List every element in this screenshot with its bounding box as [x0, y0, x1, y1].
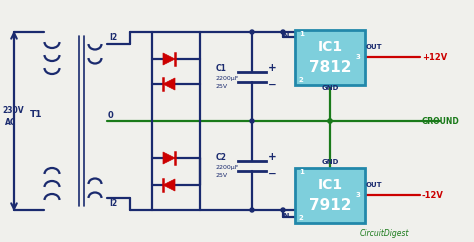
- Text: I2: I2: [109, 33, 117, 42]
- Text: −: −: [268, 169, 277, 179]
- Text: +: +: [268, 152, 277, 162]
- Text: +: +: [268, 63, 277, 73]
- Text: 25V: 25V: [216, 173, 228, 178]
- Polygon shape: [163, 78, 175, 90]
- Text: −: −: [268, 80, 277, 90]
- Text: 2: 2: [299, 214, 304, 220]
- FancyBboxPatch shape: [295, 30, 365, 84]
- Circle shape: [250, 208, 254, 212]
- Text: AC: AC: [5, 118, 17, 127]
- Circle shape: [281, 30, 285, 34]
- Text: +12V: +12V: [422, 53, 447, 61]
- Text: C2: C2: [216, 153, 227, 162]
- Text: GND: GND: [322, 159, 339, 166]
- Text: IC1: IC1: [318, 40, 343, 54]
- Text: GROUND: GROUND: [422, 116, 460, 126]
- Text: 7812: 7812: [309, 60, 351, 75]
- Text: CircuitDigest: CircuitDigest: [360, 229, 410, 238]
- Text: 1: 1: [299, 169, 304, 175]
- Circle shape: [250, 30, 254, 34]
- Circle shape: [250, 119, 254, 123]
- Text: 230V: 230V: [2, 106, 24, 115]
- Text: T1: T1: [30, 110, 43, 119]
- Circle shape: [328, 119, 332, 123]
- Text: 3: 3: [356, 192, 361, 198]
- Text: IC1: IC1: [318, 178, 343, 192]
- FancyBboxPatch shape: [295, 167, 365, 222]
- Polygon shape: [163, 152, 175, 164]
- Text: 7912: 7912: [309, 197, 351, 212]
- Text: GND: GND: [322, 85, 339, 91]
- Text: 2: 2: [299, 76, 304, 83]
- Text: 25V: 25V: [216, 84, 228, 89]
- Text: 2200μF: 2200μF: [216, 165, 239, 170]
- Text: 1: 1: [299, 31, 304, 38]
- Polygon shape: [163, 179, 175, 191]
- Polygon shape: [163, 53, 175, 65]
- Text: 0: 0: [108, 111, 114, 120]
- Text: IN: IN: [281, 33, 289, 39]
- Circle shape: [281, 208, 285, 212]
- Text: -12V: -12V: [422, 190, 444, 199]
- Text: I2: I2: [109, 199, 117, 208]
- Text: C1: C1: [216, 64, 227, 73]
- Text: OUT: OUT: [366, 182, 383, 188]
- Text: 2200μF: 2200μF: [216, 76, 239, 81]
- Text: OUT: OUT: [366, 44, 383, 50]
- Text: IN: IN: [281, 213, 289, 219]
- Circle shape: [328, 119, 332, 123]
- Text: 3: 3: [356, 54, 361, 60]
